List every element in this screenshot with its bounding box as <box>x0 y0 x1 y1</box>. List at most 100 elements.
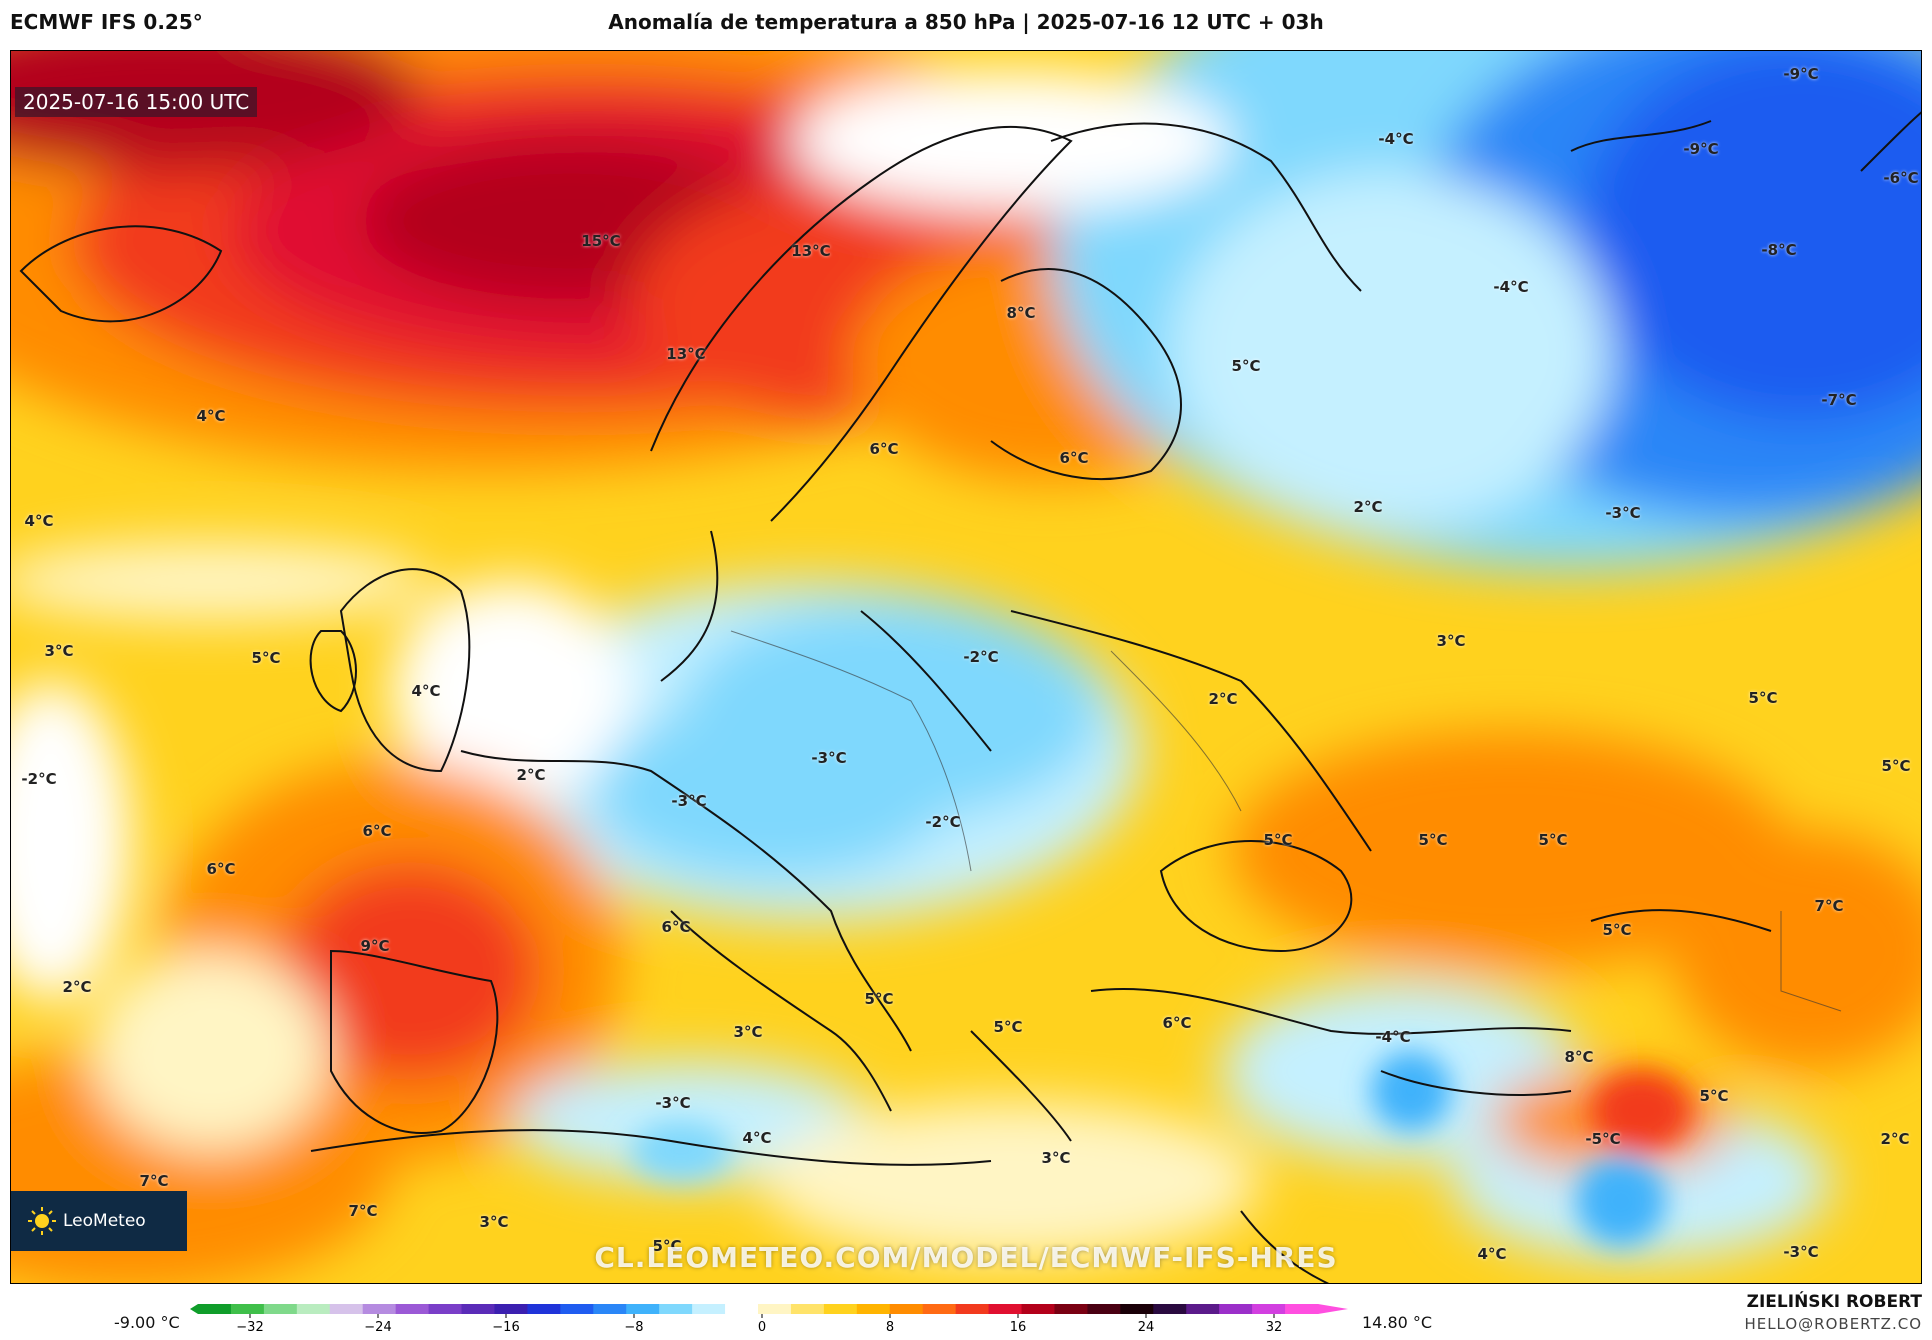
anomaly-label: 2°C <box>1353 498 1383 516</box>
anomaly-label: 13°C <box>791 242 831 260</box>
anomaly-label: -8°C <box>1761 241 1797 259</box>
colorbar-swatch <box>1153 1304 1187 1314</box>
anomaly-label: 3°C <box>1436 632 1466 650</box>
colorbar-swatch <box>856 1304 891 1314</box>
author-name: ZIELIŃSKI ROBERT <box>1746 1292 1922 1312</box>
colorbar-swatch <box>198 1304 232 1314</box>
anomaly-label: 7°C <box>139 1172 169 1190</box>
anomaly-label: 6°C <box>1162 1014 1192 1032</box>
colorbar-swatch <box>626 1304 660 1314</box>
anomaly-label: 7°C <box>348 1202 378 1220</box>
colorbar-swatch <box>494 1304 528 1314</box>
anomaly-label: 6°C <box>206 860 236 878</box>
colorbar-swatch <box>758 1304 792 1314</box>
map-title: Anomalía de temperatura a 850 hPa | 2025… <box>608 10 1324 34</box>
colorbar-tick-label: −24 <box>364 1320 391 1335</box>
anomaly-label: -2°C <box>21 770 57 788</box>
anomaly-label: 8°C <box>1564 1048 1594 1066</box>
colorbar-max-label: 14.80 °C <box>1362 1313 1433 1332</box>
anomaly-label: 6°C <box>362 822 392 840</box>
anomaly-label: 5°C <box>993 1018 1023 1036</box>
anomaly-label: -9°C <box>1683 140 1719 158</box>
anomaly-label: 13°C <box>666 345 706 363</box>
colorbar-tick-label: −16 <box>492 1320 519 1335</box>
colorbar-swatch <box>1021 1304 1055 1314</box>
colorbar-swatch <box>692 1304 726 1314</box>
anomaly-label: 5°C <box>1748 689 1778 707</box>
colorbar-swatch <box>263 1304 298 1314</box>
colorbar-swatch <box>659 1304 693 1314</box>
anomaly-label: 2°C <box>1880 1130 1910 1148</box>
anomaly-label: 2°C <box>62 978 92 996</box>
author-block: ZIELIŃSKI ROBERT HELLO@ROBERTZ.CO <box>1744 1291 1922 1335</box>
colorbar-swatch <box>955 1304 990 1314</box>
anomaly-label: 7°C <box>1814 897 1844 915</box>
anomaly-label: 5°C <box>1418 831 1448 849</box>
coastlines <box>19 111 1921 1283</box>
colorbar-swatch <box>230 1304 265 1314</box>
anomaly-label: 9°C <box>360 937 390 955</box>
colorbar-swatch <box>329 1304 364 1314</box>
anomaly-label: 4°C <box>742 1129 772 1147</box>
anomaly-label: 2°C <box>1208 690 1238 708</box>
author-email: HELLO@ROBERTZ.CO <box>1744 1315 1922 1333</box>
anomaly-field <box>11 51 1921 1283</box>
colorbar-swatch <box>1285 1304 1319 1314</box>
valid-time: 2025-07-16 15:00 UTC <box>15 87 258 117</box>
colorbar-swatch <box>296 1304 331 1314</box>
anomaly-label: -3°C <box>811 749 847 767</box>
anomaly-label: -4°C <box>1493 278 1529 296</box>
anomaly-label: -3°C <box>1783 1243 1819 1261</box>
anomaly-label: 5°C <box>1881 757 1911 775</box>
anomaly-label: 6°C <box>1059 449 1089 467</box>
colorbar-swatch <box>1219 1304 1253 1314</box>
anomaly-label: 15°C <box>581 232 621 250</box>
watermark-url: CL.LEOMETEO.COM/MODEL/ECMWF-IFS-HRES <box>594 1241 1338 1274</box>
colorbar-swatch <box>428 1304 463 1314</box>
colorbar-swatch <box>1252 1304 1286 1314</box>
anomaly-label: -3°C <box>1605 504 1641 522</box>
colorbar-swatch <box>1054 1304 1088 1314</box>
colorbar-tick-label: 32 <box>1266 1320 1283 1335</box>
colorbar-max-extend <box>1318 1304 1348 1314</box>
anomaly-label: 3°C <box>44 642 74 660</box>
colorbar-tick-label: −8 <box>624 1320 643 1335</box>
anomaly-label: 5°C <box>864 990 894 1008</box>
anomaly-label: 4°C <box>1477 1245 1507 1263</box>
anomaly-label: 5°C <box>1263 831 1293 849</box>
sun-icon <box>28 1207 56 1235</box>
anomaly-label: -5°C <box>1585 1130 1621 1148</box>
anomaly-label: -6°C <box>1883 169 1919 187</box>
colorbar-swatch <box>593 1304 627 1314</box>
colorbar-tick-label: 16 <box>1010 1320 1027 1335</box>
colorbar-tick-label: 24 <box>1138 1320 1155 1335</box>
colorbar-swatch <box>362 1304 397 1314</box>
colorbar-swatch <box>889 1304 924 1314</box>
anomaly-label: -3°C <box>671 792 707 810</box>
colorbar-swatch <box>988 1304 1023 1314</box>
colorbar-area: -9.00 °C −32 −24 −16 −8 0 8 16 24 32 14.80 °C <box>0 1296 1932 1340</box>
anomaly-label: 5°C <box>1231 357 1261 375</box>
anomaly-label: 2°C <box>516 766 546 784</box>
anomaly-label: 6°C <box>869 440 899 458</box>
anomaly-label: -7°C <box>1821 391 1857 409</box>
model-label: ECMWF IFS 0.25° <box>10 10 203 34</box>
anomaly-label: 4°C <box>411 682 441 700</box>
anomaly-label: 5°C <box>652 1237 682 1255</box>
anomaly-label: -4°C <box>1378 130 1414 148</box>
colorbar-tick-label: 8 <box>886 1320 894 1335</box>
anomaly-label: 8°C <box>1006 304 1036 322</box>
colorbar-swatch <box>560 1304 594 1314</box>
colorbar-swatch <box>725 1304 759 1314</box>
anomaly-label: -9°C <box>1783 65 1819 83</box>
colorbar: −32 −24 −16 −8 0 8 16 24 32 <box>190 1304 1348 1335</box>
colorbar-swatch <box>790 1304 825 1314</box>
anomaly-label: 5°C <box>1538 831 1568 849</box>
colorbar-swatch <box>1120 1304 1154 1314</box>
logo: LeoMeteo <box>11 1191 187 1251</box>
anomaly-label: 5°C <box>251 649 281 667</box>
anomaly-label: 3°C <box>733 1023 763 1041</box>
colorbar-swatch <box>395 1304 430 1314</box>
map-frame: 15°C 13°C 13°C 8°C 5°C -4°C -9°C -9°C -6°C -4°C -8… <box>10 50 1922 1284</box>
anomaly-label: 5°C <box>1699 1087 1729 1105</box>
